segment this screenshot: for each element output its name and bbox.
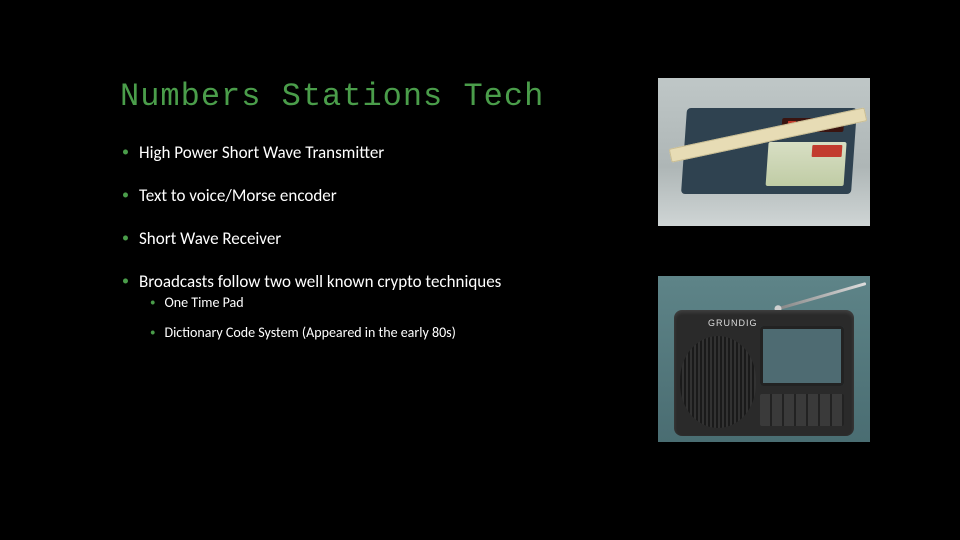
bullet-dot-icon: •	[150, 294, 155, 312]
sub-bullet-text: One Time Pad	[164, 294, 243, 311]
sub-bullet-item: • Dictionary Code System (Appeared in th…	[150, 324, 602, 342]
bullet-item: • Short Wave Receiver	[122, 228, 602, 249]
sub-bullet-item: • One Time Pad	[150, 294, 602, 312]
encoder-device-photo	[658, 78, 870, 226]
bullet-dot-icon: •	[122, 185, 129, 205]
bullet-dot-icon: •	[122, 142, 129, 162]
bullet-item: • Text to voice/Morse encoder	[122, 185, 602, 206]
bullet-text: High Power Short Wave Transmitter	[139, 142, 384, 163]
bullet-item: • Broadcasts follow two well known crypt…	[122, 271, 602, 292]
radio-body-icon: GRUNDIG	[674, 310, 854, 436]
slide: Numbers Stations Tech • High Power Short…	[0, 0, 960, 540]
bullet-dot-icon: •	[122, 228, 129, 248]
shortwave-radio-photo: GRUNDIG	[658, 276, 870, 442]
bullet-list: • High Power Short Wave Transmitter • Te…	[122, 142, 602, 348]
device-keypad-icon	[766, 142, 847, 186]
bullet-text: Short Wave Receiver	[139, 228, 281, 249]
radio-brand-label: GRUNDIG	[708, 318, 758, 328]
bullet-dot-icon: •	[122, 271, 129, 291]
sub-bullet-text: Dictionary Code System (Appeared in the …	[164, 324, 455, 341]
bullet-text: Broadcasts follow two well known crypto …	[139, 271, 501, 292]
bullet-text: Text to voice/Morse encoder	[139, 185, 337, 206]
bullet-item: • High Power Short Wave Transmitter	[122, 142, 602, 163]
radio-screen-icon	[760, 326, 844, 386]
sub-bullet-list: • One Time Pad • Dictionary Code System …	[122, 294, 602, 342]
antenna-icon	[779, 282, 866, 310]
bullet-dot-icon: •	[150, 324, 155, 342]
speaker-grill-icon	[680, 336, 756, 428]
slide-title: Numbers Stations Tech	[120, 78, 544, 115]
radio-buttons-icon	[760, 394, 844, 426]
